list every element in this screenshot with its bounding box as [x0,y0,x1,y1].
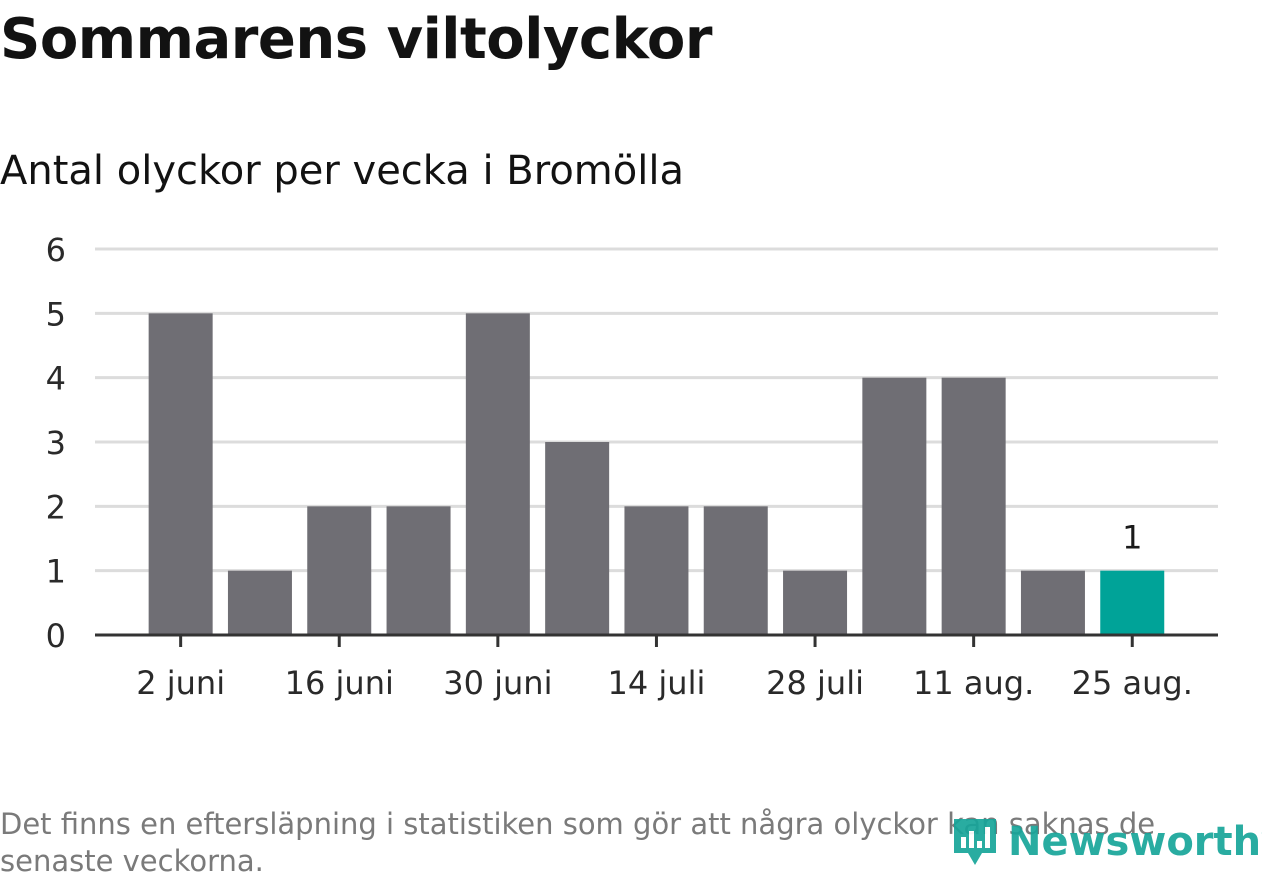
bar [703,506,768,635]
x-tick-label: 14 juli [608,664,706,702]
y-tick-label: 1 [46,553,66,591]
y-tick-label: 2 [46,488,66,526]
bar [465,313,530,635]
chart-subtitle: Antal olyckor per vecka i Bromölla [0,148,684,194]
bar [227,570,292,635]
x-axis [95,633,1218,647]
chart-title: Sommarens viltolyckor [0,7,712,72]
bar [307,506,372,635]
bar [941,377,1006,635]
brand-logo[interactable]: Newsworthy [950,814,1262,870]
y-tick-label: 5 [46,295,66,333]
y-tick-label: 3 [46,424,66,462]
bar [386,506,451,635]
bar [624,506,689,635]
bar [1020,570,1085,635]
y-tick-label: 4 [46,360,66,398]
bar [148,313,213,635]
newsworthy-logo-icon [954,819,996,865]
bar [783,570,848,635]
brand-name: Newsworthy [1008,819,1262,865]
x-tick-label: 28 juli [766,664,864,702]
x-tick-label: 2 juni [136,664,225,702]
bar [545,442,610,635]
x-tick-label: 30 juni [443,664,552,702]
x-tick-label: 11 aug. [913,664,1034,702]
labels: 0 1 2 3 4 5 6 2 juni 16 juni 30 juni 14 juli 28 jul… [46,231,1193,702]
y-tick-label: 0 [46,617,66,655]
x-tick-label: 16 juni [285,664,394,702]
bar [1100,570,1165,635]
bars [148,313,1165,635]
x-tick-label: 25 aug. [1072,664,1193,702]
y-tick-label: 6 [46,231,66,269]
bar [862,377,927,635]
data-label: 1 [1122,519,1142,557]
